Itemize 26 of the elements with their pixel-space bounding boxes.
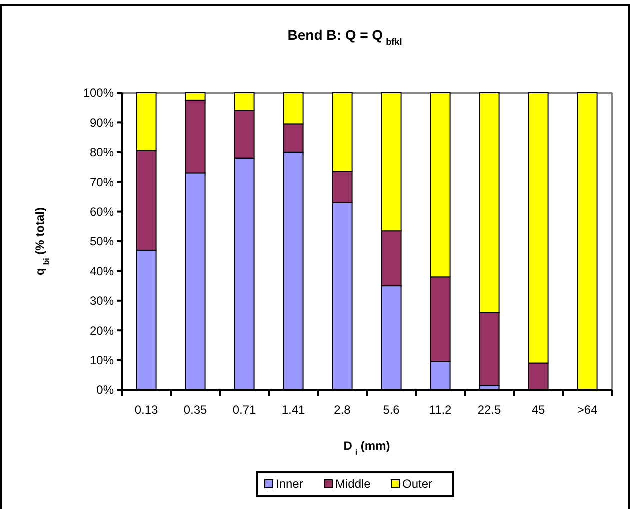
x-tick-label: 45 bbox=[532, 403, 546, 417]
y-tick-label: 0% bbox=[96, 383, 114, 398]
x-tick-label: 11.2 bbox=[429, 403, 452, 417]
x-axis-title: D$_{i}$ (mm) bbox=[344, 439, 390, 456]
x-tick-label: >64 bbox=[577, 403, 598, 417]
y-tick-label: 50% bbox=[90, 234, 114, 249]
x-tick-label: 0.35 bbox=[184, 403, 208, 417]
y-tick-label: 100% bbox=[83, 86, 114, 100]
x-tick-label: 1.41 bbox=[282, 403, 306, 417]
y-tick-label: 20% bbox=[90, 324, 114, 338]
legend-label: Inner bbox=[276, 477, 304, 492]
y-tick-label: 10% bbox=[90, 354, 114, 368]
y-tick-label: 80% bbox=[90, 146, 114, 160]
legend-label: Middle bbox=[336, 477, 372, 492]
x-tick-label: 5.6 bbox=[383, 403, 400, 417]
x-tick-label: 22.5 bbox=[478, 403, 502, 417]
legend-label: Outer bbox=[402, 477, 433, 492]
y-tick-label: 40% bbox=[90, 264, 114, 278]
y-tick-label: 90% bbox=[90, 116, 114, 130]
x-tick-label: 0.13 bbox=[134, 403, 158, 417]
x-tick-label: 0.71 bbox=[232, 403, 256, 417]
x-tick-label: 2.8 bbox=[334, 403, 352, 417]
chart-title: Bend B: Q = Q$_{bfkl}$ bbox=[288, 27, 402, 47]
y-tick-label: 70% bbox=[90, 175, 114, 190]
y-tick-label: 30% bbox=[90, 294, 114, 308]
y-tick-label: 60% bbox=[90, 205, 114, 219]
